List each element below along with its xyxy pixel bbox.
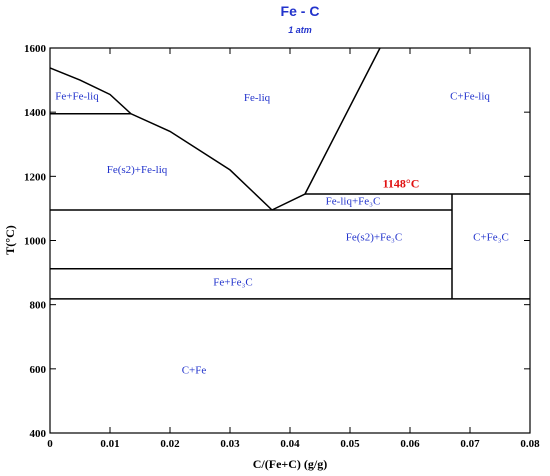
y-tick-label: 1400: [24, 107, 47, 119]
y-tick-label: 400: [30, 428, 47, 440]
x-axis-label: C/(Fe+C) (g/g): [253, 457, 327, 471]
region-label-fe-fe-liq: Fe+Fe-liq: [55, 90, 99, 102]
x-tick-label: 0.02: [160, 438, 180, 450]
x-tick-label: 0.06: [400, 438, 420, 450]
x-tick-label: 0.08: [520, 438, 540, 450]
phase-line-liquidus-right: [271, 47, 381, 211]
y-tick-label: 600: [30, 364, 47, 376]
region-label-fe-s2-fe-liq: Fe(s2)+Fe-liq: [107, 164, 168, 176]
annotation-1148-c: 1148°C: [383, 177, 420, 191]
x-tick-label: 0.07: [460, 438, 480, 450]
x-tick-label: 0.04: [280, 438, 300, 450]
x-tick-label: 0: [47, 438, 53, 450]
region-label-fe-s2-fe-c: Fe(s2)+Fe₃C: [346, 232, 402, 244]
x-tick-label: 0.01: [100, 438, 119, 450]
y-tick-label: 1600: [24, 43, 47, 55]
plot-frame: [49, 47, 531, 434]
chart-title: Fe - C: [281, 3, 320, 19]
region-labels: Fe+Fe-liq Fe-liq C+Fe-liq Fe(s2)+Fe-liq Fe-l…: [55, 90, 509, 376]
region-label-c-fe-liq: C+Fe-liq: [450, 90, 490, 102]
x-tick-label: 0.05: [340, 438, 360, 450]
region-label-fe-liq: Fe-liq: [244, 92, 271, 104]
phase-lines: [49, 47, 530, 300]
y-tick-label: 800: [30, 300, 47, 312]
chart-subtitle: 1 atm: [288, 25, 312, 35]
axis-ticks: 0 0.01 0.02 0.03 0.04 0.05 0.06 0.07 0.08 400 600 8…: [24, 43, 540, 450]
y-axis-label: T(°C): [3, 225, 17, 254]
phase-line-liquidus-left: [49, 67, 273, 211]
region-label-c-fe-c: C+Fe₃C: [473, 232, 509, 244]
y-tick-label: 1000: [24, 236, 47, 248]
y-tick-label: 1200: [24, 171, 47, 183]
region-label-c-fe: C+Fe: [182, 365, 207, 377]
region-label-fe-fe-c: Fe+Fe₃C: [213, 276, 252, 288]
region-label-fe-liq-fe-c: Fe-liq+Fe₃C: [326, 196, 381, 208]
x-tick-label: 0.03: [220, 438, 240, 450]
